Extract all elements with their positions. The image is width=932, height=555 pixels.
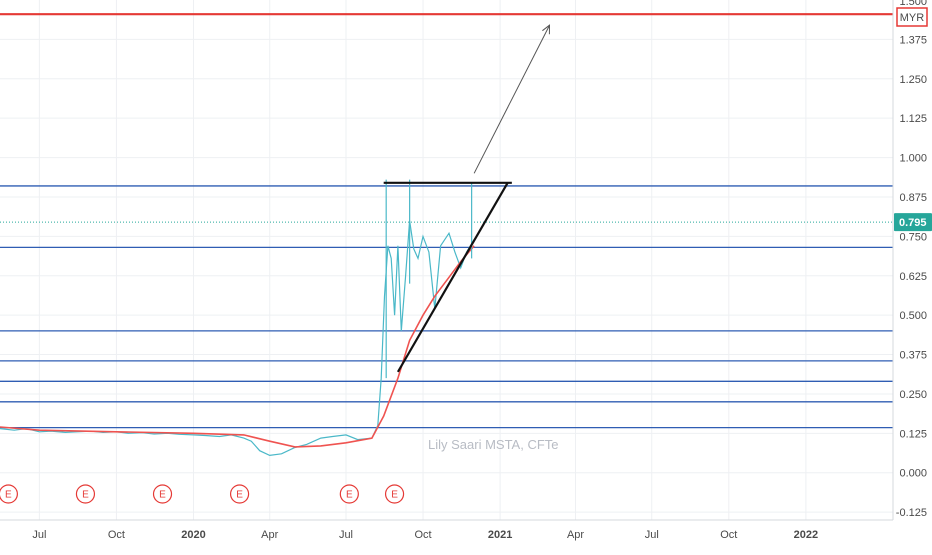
watermark: Lily Saari MSTA, CFTe (428, 437, 559, 452)
y-axis[interactable]: -0.125 0.000 0.125 0.250 0.375 0.500 0.625 0.75… (892, 0, 927, 520)
x-tick-label: 2022 (794, 529, 818, 541)
earnings-circle (339, 484, 359, 504)
earnings-label: E (236, 490, 243, 501)
y-tick-label: 1.375 (899, 34, 927, 46)
x-tick-label: Apr (567, 529, 584, 541)
earnings-circle (0, 484, 18, 504)
earnings-label: E (82, 490, 89, 501)
y-tick-label: -0.125 (896, 507, 927, 519)
x-tick-label: Apr (261, 529, 278, 541)
y-tick-label-top: 1.500 (899, 0, 927, 8)
x-tick-label: 2021 (488, 529, 512, 541)
earnings-circle (152, 484, 173, 504)
currency-badge[interactable] (896, 7, 928, 27)
earnings-marker[interactable]: E (75, 484, 96, 504)
earnings-circle (384, 484, 405, 504)
y-tick-label: 0.250 (899, 389, 927, 401)
earnings-label: E (159, 490, 166, 501)
earnings-label: E (346, 490, 353, 501)
x-tick-label: 2020 (181, 529, 205, 541)
earnings-circle (75, 484, 96, 504)
x-tick-label: Jul (339, 529, 353, 541)
triangle-trendline[interactable] (396, 182, 509, 373)
last-price-label: 0.795 (899, 217, 927, 229)
y-tick-label: 0.750 (899, 231, 927, 243)
earnings-marker[interactable]: E (0, 484, 18, 504)
x-tick-label: Jul (645, 529, 659, 541)
horizontal-levels (0, 13, 893, 429)
grid-layer (0, 0, 893, 520)
earnings-circle (229, 484, 250, 504)
earnings-marker[interactable]: E (384, 484, 405, 504)
moving-average-line[interactable] (0, 245, 475, 448)
x-tick-label: Oct (108, 529, 125, 541)
axis-badges: 0.795 MYR (894, 7, 932, 232)
x-tick-label: Jul (32, 529, 46, 541)
price-line[interactable] (0, 220, 475, 457)
series-layer (0, 179, 475, 457)
earnings-marker[interactable]: E (152, 484, 173, 504)
x-tick-label: Oct (720, 529, 737, 541)
target-arrow[interactable] (473, 24, 550, 174)
currency-label: MYR (900, 12, 925, 24)
y-tick-label: 0.500 (899, 310, 927, 322)
drawings-layer (383, 24, 551, 373)
y-tick-label: 0.875 (899, 192, 927, 204)
y-tick-label: 0.375 (899, 350, 927, 362)
earnings-marker[interactable]: E (339, 484, 359, 504)
y-tick-label: 0.625 (899, 271, 927, 283)
last-price-badge (894, 213, 932, 232)
y-tick-label: 0.125 (899, 428, 927, 440)
earnings-label: E (5, 490, 12, 501)
target-arrow-head (542, 24, 551, 35)
earnings-label: E (391, 490, 398, 501)
x-axis[interactable]: Jul Oct 2020 Apr Jul Oct 2021 Apr Jul Oct 2022 (0, 519, 893, 541)
y-tick-label: 1.000 (899, 153, 927, 165)
y-tick-label: 1.125 (899, 113, 927, 125)
earnings-marker[interactable]: E (229, 484, 250, 504)
y-tick-label: 0.000 (899, 468, 927, 480)
x-tick-label: Oct (414, 529, 431, 541)
y-tick-label: 1.250 (899, 74, 927, 86)
